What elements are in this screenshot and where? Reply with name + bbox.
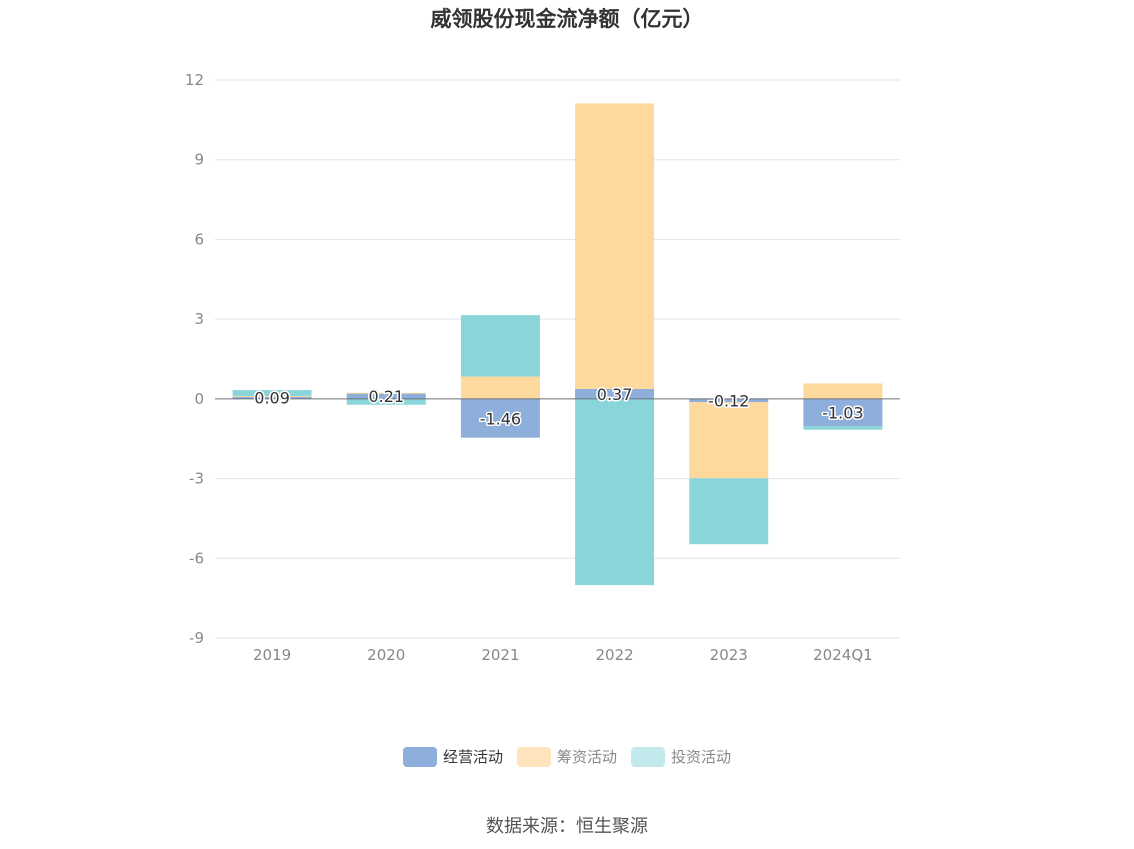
bar-operating [689,398,769,403]
bar-operating [346,393,426,399]
x-tick-label: 2022 [595,646,633,664]
bar-operating [803,398,883,427]
y-tick-label: -3 [189,470,204,488]
bar-investing [575,398,655,586]
bar-financing [575,103,655,390]
chart-title: 威领股份现金流净额（亿元） [430,7,704,31]
bar-financing [803,383,883,399]
x-axis: 2019 2020 2021 2022 2023 2024Q1 [215,637,900,664]
bar-investing [689,478,769,545]
y-tick-label: 12 [185,71,204,89]
bar-investing [803,426,883,430]
bars [232,103,883,586]
data-label: 0.09 [254,389,290,408]
legend-label-financing: 筹资活动 [556,748,617,766]
legend-item-operating[interactable]: 经营活动 [402,746,503,767]
x-tick-label: 2021 [481,646,519,664]
y-tick-label: 9 [194,151,204,169]
data-source: 数据来源：恒生聚源 [486,816,648,837]
legend-item-investing[interactable]: 投资活动 [631,746,731,767]
y-tick-label: 6 [194,230,204,248]
bar-financing [689,402,769,479]
grid-lines [215,79,900,639]
legend-label-investing: 投资活动 [671,748,732,766]
data-label: -0.12 [708,391,749,410]
x-tick-label: 2020 [367,646,405,664]
bar-financing [346,392,426,394]
bar-financing [232,395,312,397]
y-tick-label: 3 [194,310,204,328]
legend-swatch-investing [631,746,665,767]
legend: 经营活动 筹资活动 投资活动 [0,746,1134,767]
y-tick-label: -6 [189,549,204,567]
bar-operating [575,389,655,399]
data-label: 0.21 [368,387,404,406]
bar-operating [460,398,540,438]
y-tick-label: 0 [194,390,204,408]
x-tick-label: 2019 [253,646,291,664]
legend-item-financing[interactable]: 筹资活动 [516,746,617,767]
data-label: 0.37 [597,385,633,404]
y-axis: 12 9 6 3 0 -3 -6 -9 [185,71,204,647]
bar-investing [460,315,540,377]
x-tick-label: 2023 [710,646,748,664]
bar-operating [232,396,312,399]
data-label: -1.03 [822,404,863,423]
bar-financing [460,376,540,399]
bar-investing [346,398,426,405]
data-labels: 0.09 0.21 -1.46 0.37 -0.12 -1.03 [253,383,865,429]
bar-investing [232,390,312,396]
legend-label-operating: 经营活动 [442,748,503,766]
x-tick-label: 2024Q1 [813,646,873,664]
legend-swatch-financing [516,746,551,767]
y-tick-label: -9 [189,629,204,647]
data-label: -1.46 [480,409,521,428]
cash-flow-chart: 12 9 6 3 0 -3 -6 -9 0.09 0.21 -1.46 0.37 -0.12 -1.03… [185,71,900,664]
legend-swatch-operating [402,746,437,767]
